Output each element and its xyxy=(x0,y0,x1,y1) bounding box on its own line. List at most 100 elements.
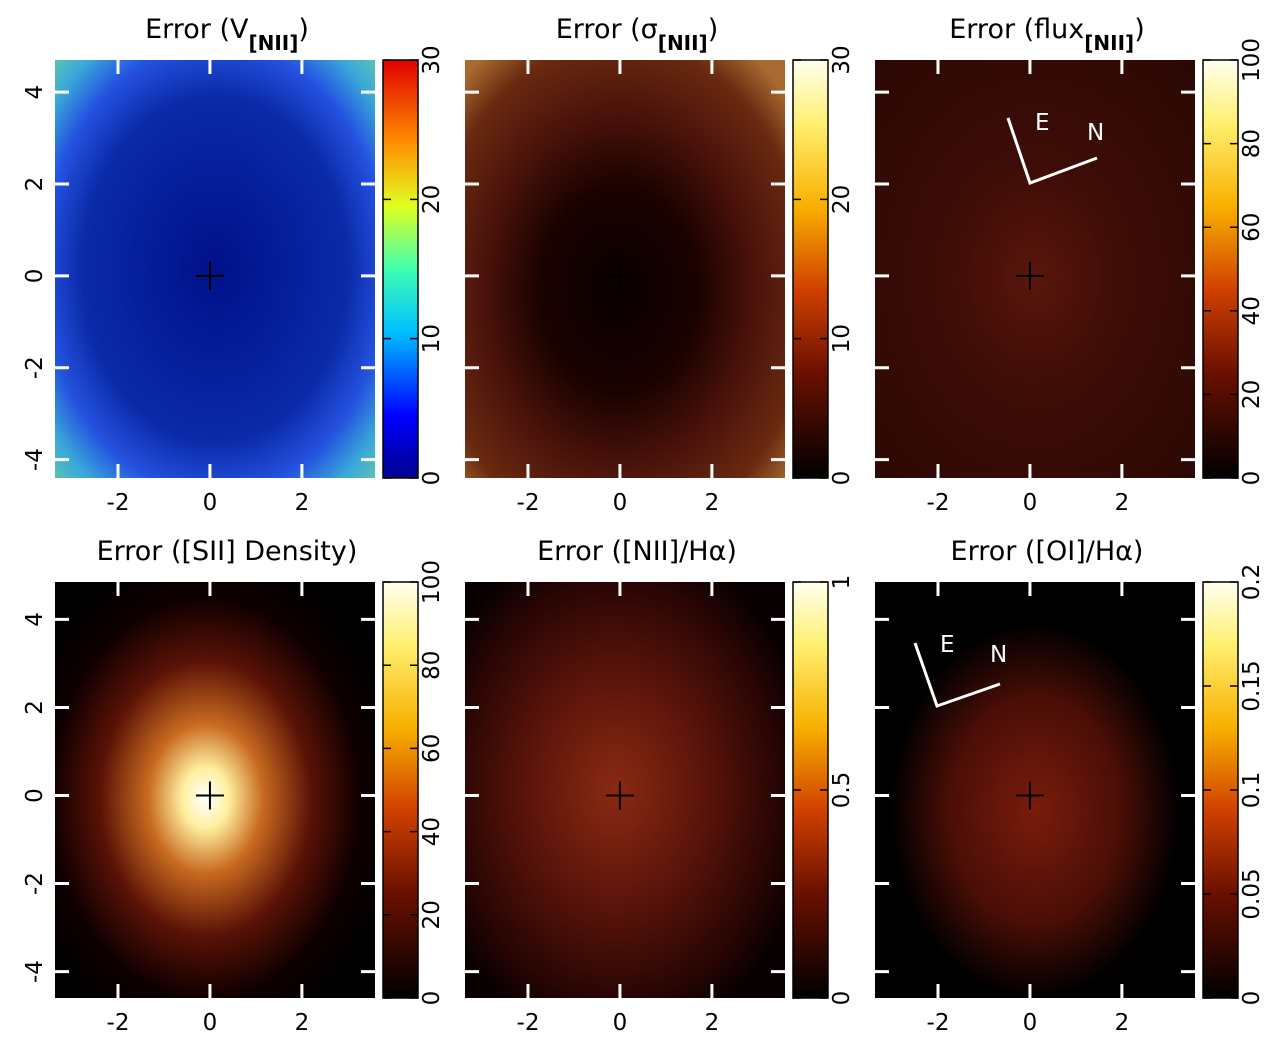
y-tick-label: -2 xyxy=(22,872,48,895)
panel: Error ([SII] Density)-2 0 2-4-202402040608… xyxy=(22,536,445,1036)
y-tick-label: 4 xyxy=(22,85,48,100)
panel-title: Error ([SII] Density) xyxy=(97,536,358,567)
compass-label: E xyxy=(940,632,955,658)
center-marker xyxy=(1015,781,1044,810)
title-text: ) xyxy=(708,14,719,45)
colorbar-tick-label: 100 xyxy=(419,560,445,604)
x-tick-label: 2 xyxy=(295,490,310,516)
x-tick-label: -2 xyxy=(107,1010,130,1036)
title-text: Error (flux xyxy=(949,14,1084,45)
colorbar-tick-label: 80 xyxy=(1239,129,1265,158)
panel-title: Error (σ[NII]) xyxy=(556,14,719,55)
colorbar-tick-label: 30 xyxy=(829,45,855,74)
panel-title: Error (V[NII]) xyxy=(145,14,309,55)
colorbar-tick-label: 20 xyxy=(419,185,445,214)
map-image xyxy=(55,60,375,478)
y-tick-label: 0 xyxy=(22,788,48,803)
compass-label: E xyxy=(1035,110,1050,136)
colorbar-tick-label: 0.5 xyxy=(829,772,855,809)
colorbar-tick-label: 0.2 xyxy=(1239,564,1265,601)
colorbar-tick-label: 0.15 xyxy=(1239,660,1265,711)
title-text: ) xyxy=(298,14,309,45)
y-tick-label: -4 xyxy=(22,960,48,983)
colorbar xyxy=(792,59,829,479)
colorbar-tick-label: 20 xyxy=(829,185,855,214)
x-tick-label: 2 xyxy=(1115,1010,1130,1036)
panel-title: Error ([OI]/Hα) xyxy=(951,536,1144,567)
x-tick-label: 0 xyxy=(203,490,218,516)
colorbar-tick-label: 0 xyxy=(1239,991,1265,1006)
colorbar-tick-label: 10 xyxy=(829,324,855,353)
center-marker xyxy=(605,261,634,290)
center-marker xyxy=(195,781,224,810)
colorbar-tick-label: 0 xyxy=(829,471,855,486)
title-text: Error (V xyxy=(145,14,249,45)
x-tick-label: -2 xyxy=(517,1010,540,1036)
compass-label: N xyxy=(1087,120,1104,146)
title-subscript: [NII] xyxy=(248,31,298,55)
title-subscript: [NII] xyxy=(658,31,708,55)
map-image xyxy=(55,582,375,998)
x-tick-label: -2 xyxy=(927,490,950,516)
x-tick-label: 2 xyxy=(705,490,720,516)
y-tick-label: -2 xyxy=(22,356,48,379)
map-image xyxy=(465,582,785,998)
panel-title: Error (flux[NII]) xyxy=(949,14,1144,55)
colorbar-tick-label: 100 xyxy=(1239,38,1265,82)
panel: Error ([OI]/Hα) E N -2 0 2 0 0.05 0.1 0.15 0.2 xyxy=(875,536,1265,1036)
colorbar-tick-label: 40 xyxy=(419,817,445,846)
x-tick-label: -2 xyxy=(107,490,130,516)
colorbar-tick-label: 0 xyxy=(829,991,855,1006)
x-tick-label: 0 xyxy=(1023,490,1038,516)
colorbar-tick-label: 80 xyxy=(419,651,445,680)
colorbar-tick-label: 40 xyxy=(1239,296,1265,325)
panel: Error (V[NII]) -2 0 2 -4 -2 0 2 4 0 10 20 30 xyxy=(22,14,445,516)
panel: Error ([NII]/Hα) -2 0 2 0 0.5 1 xyxy=(465,536,855,1036)
x-tick-label: 0 xyxy=(613,490,628,516)
panel-title: Error ([NII]/Hα) xyxy=(537,536,737,567)
y-tick-label: 2 xyxy=(22,700,48,715)
colorbar-tick-label: 10 xyxy=(419,324,445,353)
map-image xyxy=(465,60,785,478)
colorbar-tick-label: 0 xyxy=(1239,471,1265,486)
colorbar xyxy=(1202,59,1239,479)
x-tick-label: 2 xyxy=(1115,490,1130,516)
title-text: Error ([SII] Density) xyxy=(97,536,358,567)
x-tick-label: 0 xyxy=(1023,1010,1038,1036)
map-image xyxy=(875,582,1195,998)
map-image xyxy=(875,60,1195,478)
colorbar-tick-label: 0 xyxy=(419,471,445,486)
y-tick-label: 2 xyxy=(22,177,48,192)
colorbar-tick-label: 60 xyxy=(1239,213,1265,242)
title-text: ) xyxy=(1134,14,1145,45)
colorbar-tick-label: 60 xyxy=(419,734,445,763)
colorbar xyxy=(382,59,419,479)
x-tick-label: 2 xyxy=(295,1010,310,1036)
center-marker xyxy=(195,261,224,290)
title-text: Error (σ xyxy=(556,14,658,45)
colorbar-tick-label: 0.05 xyxy=(1239,868,1265,919)
compass xyxy=(1006,117,1098,185)
x-tick-label: 0 xyxy=(613,1010,628,1036)
y-tick-label: 4 xyxy=(22,612,48,627)
colorbar-tick-label: 1 xyxy=(829,575,855,590)
colorbar xyxy=(382,581,419,999)
colorbar-tick-label: 0 xyxy=(419,991,445,1006)
colorbar-tick-label: 0.1 xyxy=(1239,772,1265,809)
colorbar-tick-label: 30 xyxy=(419,45,445,74)
y-tick-label: 0 xyxy=(22,269,48,284)
compass xyxy=(913,642,1001,708)
x-tick-label: -2 xyxy=(927,1010,950,1036)
title-text: Error ([NII]/Hα) xyxy=(537,536,737,567)
center-marker xyxy=(1015,261,1044,290)
x-tick-label: -2 xyxy=(517,490,540,516)
x-tick-label: 0 xyxy=(203,1010,218,1036)
title-text: Error ([OI]/Hα) xyxy=(951,536,1144,567)
x-tick-label: 2 xyxy=(705,1010,720,1036)
y-tick-label: -4 xyxy=(22,448,48,471)
title-subscript: [NII] xyxy=(1084,31,1134,55)
compass-label: N xyxy=(990,642,1007,668)
